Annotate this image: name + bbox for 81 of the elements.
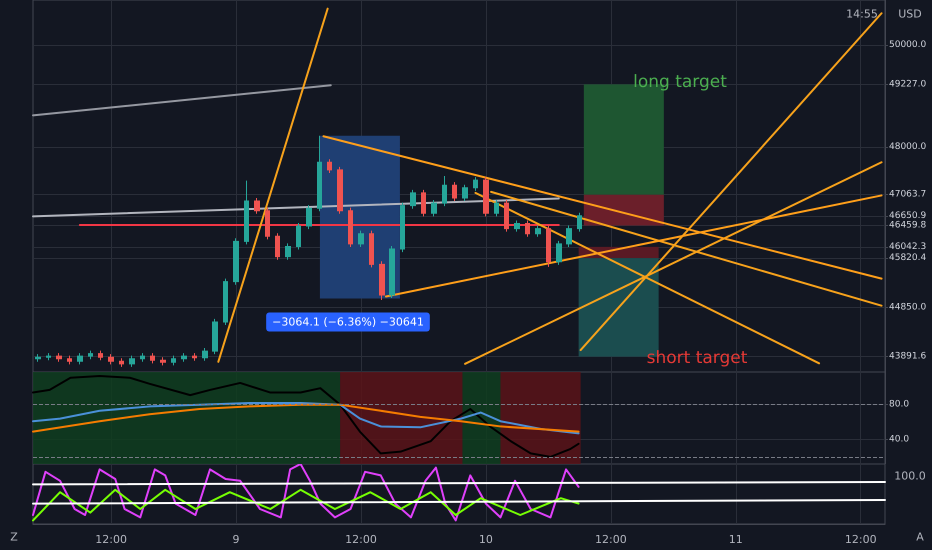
- candlestick: [494, 200, 499, 217]
- x-tick-label: 12:00: [844, 533, 877, 546]
- candlestick: [306, 204, 312, 230]
- candlestick: [337, 166, 343, 214]
- candlestick: [150, 352, 155, 364]
- candlestick: [358, 230, 364, 248]
- candlestick: [348, 207, 353, 248]
- candlestick: [108, 354, 114, 365]
- y-tick-label: 40.0: [889, 434, 910, 444]
- y-tick-label: 43891.6: [889, 352, 926, 362]
- y-tick-label: 48000.0: [889, 142, 926, 152]
- candlestick: [88, 350, 93, 360]
- annotation: short target: [646, 348, 748, 368]
- text: A: [916, 530, 924, 544]
- candlestick: [202, 348, 208, 362]
- candlestick: [35, 354, 41, 362]
- x-tick-label: 11: [728, 533, 743, 546]
- candlestick: [369, 230, 374, 268]
- candlestick: [535, 225, 541, 238]
- x-tick-label: 12:00: [95, 533, 127, 546]
- y-tick-label: 46459.8: [889, 220, 926, 231]
- candlestick: [254, 197, 260, 214]
- y-tick-label: 44850.0: [889, 302, 926, 313]
- y-tick-label: 45820.4: [889, 253, 926, 264]
- candlestick: [442, 176, 447, 207]
- text: Z: [10, 530, 18, 544]
- candlestick: [296, 222, 301, 250]
- annotation: −3064.1 (−6.36%) −30641: [272, 316, 424, 328]
- candlestick: [212, 318, 218, 355]
- candlestick: [504, 200, 509, 232]
- candlestick: [546, 225, 551, 268]
- candlestick: [421, 189, 426, 217]
- text: USD: [898, 8, 922, 20]
- annotation: long target: [633, 72, 728, 92]
- x-tick-label: 9: [232, 533, 240, 546]
- candlestick: [379, 260, 385, 301]
- candlestick: [244, 180, 249, 245]
- candlestick: [452, 182, 457, 202]
- annotation: 14:55: [846, 8, 878, 20]
- candlestick: [46, 352, 51, 361]
- candlestick: [566, 225, 572, 248]
- candlestick: [140, 352, 145, 362]
- candlestick: [129, 355, 135, 368]
- candlestick: [77, 352, 83, 365]
- candlestick: [327, 158, 332, 174]
- candlestick: [265, 207, 270, 240]
- candlestick: [56, 352, 62, 362]
- candlestick: [473, 176, 478, 192]
- candlestick: [431, 200, 437, 217]
- candlestick: [556, 240, 562, 266]
- y-tick-label: 80.0: [889, 400, 910, 410]
- candlestick: [462, 184, 468, 202]
- candlestick: [223, 278, 228, 326]
- candlestick: [98, 350, 103, 361]
- candlestick: [525, 220, 530, 238]
- candlestick: [285, 242, 291, 260]
- y-tick-label: 46650.9: [889, 210, 926, 221]
- candlestick: [410, 189, 416, 210]
- text: 100.0: [894, 470, 926, 482]
- candlestick: [275, 232, 280, 260]
- bar: [584, 194, 664, 226]
- candlestick: [317, 135, 322, 212]
- candlestick: [181, 352, 187, 362]
- candlestick: [67, 355, 72, 365]
- x-tick-label: 10: [478, 533, 493, 546]
- y-tick-label: 50000.0: [889, 40, 926, 50]
- candlestick: [577, 212, 582, 232]
- x-tick-label: 12:00: [345, 533, 377, 546]
- candlestick: [400, 202, 405, 253]
- candlestick: [119, 358, 124, 368]
- candlestick: [483, 176, 489, 217]
- candlestick: [514, 220, 520, 232]
- y-tick-label: 46042.3: [889, 242, 926, 252]
- y-tick-label: 47063.7: [889, 190, 926, 200]
- candlestick: [389, 245, 395, 299]
- x-tick-label: 12:00: [594, 533, 627, 546]
- candlestick: [192, 352, 197, 362]
- y-tick-label: 49227.0: [889, 79, 926, 90]
- candlestick: [171, 355, 176, 366]
- candlestick: [233, 238, 239, 286]
- candlestick: [160, 356, 166, 366]
